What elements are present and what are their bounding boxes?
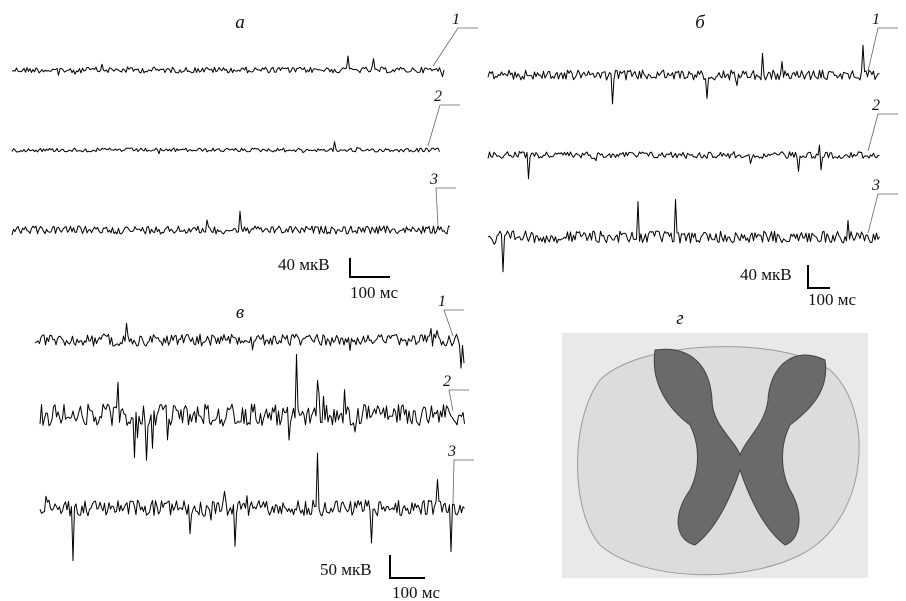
panel-label: г (676, 308, 683, 329)
leader-line (449, 390, 469, 411)
leader-line (868, 194, 898, 233)
signal-trace (488, 145, 880, 179)
leader-line (453, 460, 474, 504)
signal-trace (12, 211, 450, 235)
scale-time: 100 мс (392, 583, 441, 601)
leader-line (433, 28, 478, 66)
trace-number: 3 (429, 171, 438, 188)
scale-bar (390, 555, 425, 578)
scale-time: 100 мс (350, 283, 399, 302)
trace-number: 1 (438, 293, 446, 310)
trace-number: 2 (443, 373, 451, 390)
leader-line (436, 188, 456, 226)
histology-image (562, 333, 868, 578)
leader-line (868, 114, 898, 151)
panel-label: в (236, 302, 244, 323)
scale-amplitude: 50 мкВ (320, 560, 372, 579)
signal-trace (12, 142, 440, 154)
signal-trace (35, 323, 464, 368)
panel-label: а (235, 12, 245, 33)
figure: а 1 2 3 40 мкВ 100 мс б 1 2 3 40 мкВ 100 мс в 1 2 3 50 м… (0, 0, 906, 601)
trace-number: 3 (871, 177, 880, 194)
trace-number: 1 (452, 11, 460, 28)
scale-time: 100 мс (808, 290, 857, 309)
signal-trace (488, 45, 880, 104)
leader-line (868, 28, 898, 71)
signal-trace (488, 200, 880, 272)
trace-number: 1 (872, 11, 880, 28)
signal-trace (40, 453, 465, 560)
signal-trace (12, 56, 444, 77)
trace-number: 3 (447, 443, 456, 460)
trace-number: 2 (434, 88, 442, 105)
leader-line (428, 105, 460, 146)
scale-amplitude: 40 мкВ (278, 255, 330, 274)
scale-amplitude: 40 мкВ (740, 265, 792, 284)
scale-bar (808, 265, 830, 288)
trace-number: 2 (872, 97, 880, 114)
panel-label: б (695, 12, 706, 33)
signal-trace (40, 354, 465, 460)
scale-bar (350, 258, 390, 277)
leader-line (444, 310, 464, 336)
